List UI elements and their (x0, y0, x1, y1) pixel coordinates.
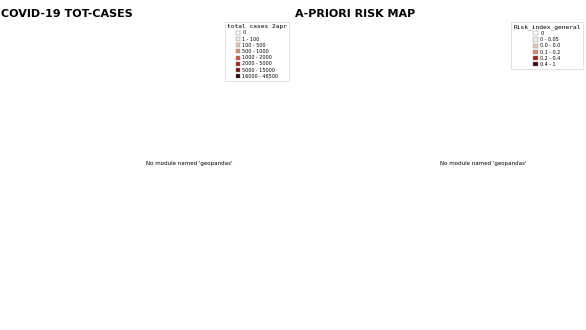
Text: No module named 'geopandas': No module named 'geopandas' (440, 161, 526, 166)
Legend: 0, 1 - 100, 100 - 500, 500 - 1000, 1000 - 2000, 2000 - 5000, 5000 - 15000, 16000: 0, 1 - 100, 100 - 500, 500 - 1000, 1000 … (224, 22, 289, 81)
Text: COVID-19 TOT-CASES: COVID-19 TOT-CASES (1, 10, 133, 19)
Text: A-PRIORI RISK MAP: A-PRIORI RISK MAP (295, 10, 415, 19)
Text: No module named 'geopandas': No module named 'geopandas' (146, 161, 233, 166)
Legend: 0, 0 - 0.05, 0.0 - 0.0, 0.1 - 0.2, 0.2 - 0.4, 0.4 - 1: 0, 0 - 0.05, 0.0 - 0.0, 0.1 - 0.2, 0.2 -… (511, 22, 583, 69)
